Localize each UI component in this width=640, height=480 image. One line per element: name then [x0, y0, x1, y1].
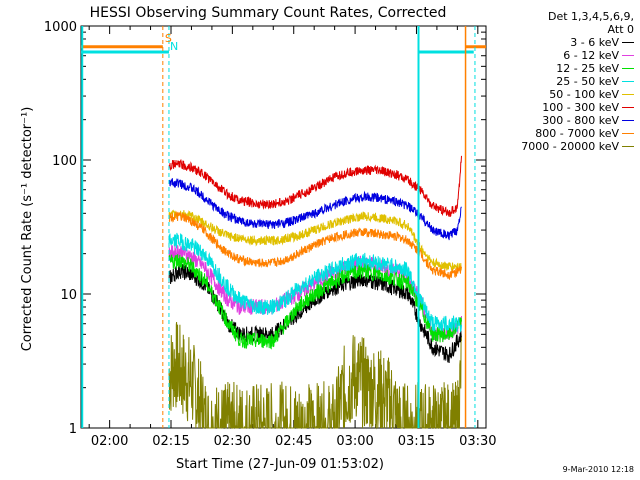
series-line [168, 254, 462, 350]
legend-entry: 25 - 50 keV [486, 75, 634, 88]
x-tick-label: 03:15 [398, 434, 435, 449]
legend-entry: 300 - 800 keV [486, 114, 634, 127]
y-tick-label: 1 [69, 422, 77, 437]
legend-swatch [622, 94, 634, 95]
flag-label-s: S [165, 32, 172, 45]
y-tick-label: 1000 [44, 20, 77, 35]
legend: Det 1,3,4,5,6,9, Att 0 3 - 6 keV 6 - 12 k… [486, 10, 634, 153]
x-tick-label: 03:00 [336, 434, 373, 449]
legend-entry-label: 3 - 6 keV [570, 36, 619, 49]
chart-title: HESSI Observing Summary Count Rates, Cor… [90, 5, 447, 21]
x-tick-label: 02:15 [152, 434, 189, 449]
y-axis-label: Corrected Count Rate (s⁻¹ detector⁻¹) [20, 107, 35, 352]
legend-swatch [622, 81, 634, 82]
legend-entry-label: 800 - 7000 keV [535, 127, 619, 140]
legend-entries: 3 - 6 keV 6 - 12 keV 12 - 25 keV 25 - 50 ke… [486, 36, 634, 153]
series-line [168, 211, 462, 281]
legend-entry: 6 - 12 keV [486, 49, 634, 62]
legend-entry-label: 100 - 300 keV [542, 101, 619, 114]
legend-entry: 50 - 100 keV [486, 88, 634, 101]
legend-header-line-1: Det 1,3,4,5,6,9, [547, 10, 634, 23]
legend-swatch [622, 55, 634, 56]
y-tick-label: 10 [60, 288, 77, 303]
legend-entry-label: 50 - 100 keV [549, 88, 619, 101]
legend-swatch [622, 42, 634, 43]
legend-entry-label: 6 - 12 keV [563, 49, 619, 62]
legend-entry-label: 25 - 50 keV [556, 75, 619, 88]
x-tick-label: 02:00 [91, 434, 128, 449]
x-axis-label: Start Time (27-Jun-09 01:53:02) [176, 457, 384, 472]
legend-swatch [622, 107, 634, 108]
legend-swatch [622, 133, 634, 134]
legend-entry: 7000 - 20000 keV [486, 140, 634, 153]
legend-swatch [622, 120, 634, 121]
series-line [168, 155, 462, 218]
x-tick-label: 03:30 [459, 434, 496, 449]
y-tick-label: 100 [52, 154, 77, 169]
flag-label-n: N [170, 40, 178, 53]
legend-entry-label: 300 - 800 keV [542, 114, 619, 127]
legend-entry: 12 - 25 keV [486, 62, 634, 75]
legend-swatch [622, 146, 634, 147]
series-line [168, 209, 462, 272]
x-tick-label: 02:45 [275, 434, 312, 449]
legend-entry: 100 - 300 keV [486, 101, 634, 114]
x-tick-label: 02:30 [214, 434, 251, 449]
legend-entry-label: 12 - 25 keV [556, 62, 619, 75]
legend-entry: 3 - 6 keV [486, 36, 634, 49]
timestamp-stamp: 9-Mar-2010 12:18 [562, 465, 634, 474]
legend-entry-label: 7000 - 20000 keV [521, 140, 619, 153]
series-line [168, 178, 462, 241]
legend-entry: 800 - 7000 keV [486, 127, 634, 140]
plot-area: 02:00 02:15 02:30 02:45 03:00 03:15 03:30 1 10 10… [44, 20, 497, 449]
legend-swatch [622, 68, 634, 69]
series-line [168, 232, 462, 333]
legend-header-line-2: Att 0 [607, 23, 634, 36]
series-line [168, 321, 462, 430]
